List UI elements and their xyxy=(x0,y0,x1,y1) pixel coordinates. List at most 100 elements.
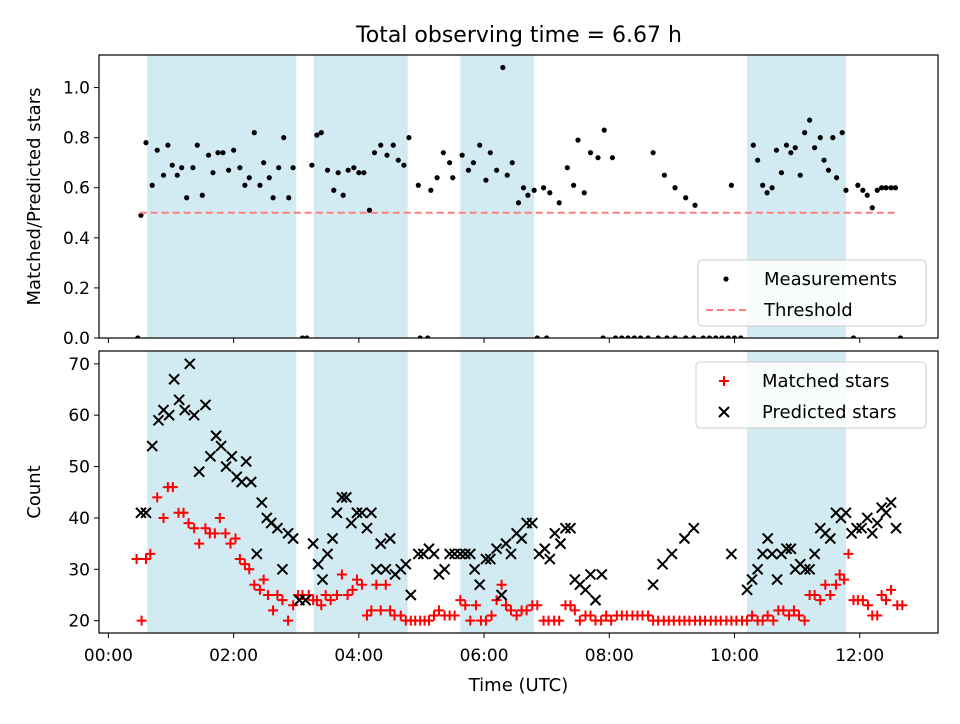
measurement-point xyxy=(179,165,185,171)
predicted-point xyxy=(741,584,753,596)
measurement-point xyxy=(331,187,337,193)
legend-predicted-swatch xyxy=(718,406,730,418)
measurement-point xyxy=(825,167,832,173)
predicted-point xyxy=(245,476,257,488)
measurement-point xyxy=(231,147,237,153)
measurement-point xyxy=(290,165,296,171)
matched-point xyxy=(220,528,231,539)
predicted-point xyxy=(756,548,769,560)
measurement-point xyxy=(575,137,581,143)
measurement-point xyxy=(531,187,537,193)
matched-point xyxy=(480,615,491,626)
matched-point xyxy=(375,605,386,616)
measurement-point xyxy=(860,187,866,193)
measurement-point xyxy=(415,182,421,188)
measurement-point xyxy=(434,175,440,181)
measurement-point xyxy=(637,335,644,338)
predicted-point xyxy=(861,512,873,524)
predicted-point xyxy=(251,548,263,560)
predicted-point xyxy=(356,507,368,519)
matched-point xyxy=(820,579,831,590)
matched-point xyxy=(843,548,854,559)
matched-point xyxy=(532,600,543,611)
measurement-point xyxy=(361,170,367,176)
matched-point xyxy=(189,523,200,534)
measurement-point xyxy=(428,187,434,193)
measurement-point xyxy=(270,195,276,201)
matched-point xyxy=(325,595,336,606)
measurement-point xyxy=(731,335,738,338)
predicted-point xyxy=(365,507,378,519)
measurement-point xyxy=(601,127,607,133)
measurement-point xyxy=(340,192,346,198)
measurement-point xyxy=(154,147,160,153)
measurement-point xyxy=(655,335,661,338)
predicted-point xyxy=(780,543,793,555)
predicted-point xyxy=(490,543,503,555)
measurement-point xyxy=(750,142,756,148)
measurement-point xyxy=(587,150,594,156)
measurement-point xyxy=(769,185,775,191)
legend-box xyxy=(697,259,927,327)
plot-area xyxy=(131,358,908,626)
predicted-point xyxy=(746,573,758,586)
matched-point xyxy=(258,574,269,585)
predicted-point xyxy=(345,517,358,529)
predicted-point xyxy=(850,522,863,534)
measurement-point xyxy=(843,187,849,193)
matched-point xyxy=(465,615,476,626)
matched-point xyxy=(283,615,294,626)
matched-point xyxy=(152,492,163,503)
predicted-point xyxy=(331,507,343,519)
predicted-point xyxy=(405,589,417,601)
x-tick-label: 06:00 xyxy=(460,646,509,666)
predicted-point xyxy=(210,430,222,442)
shaded-interval-1 xyxy=(313,351,408,633)
measurement-point xyxy=(897,335,904,338)
predicted-point xyxy=(871,517,883,529)
matched-point xyxy=(234,554,245,565)
measurement-point xyxy=(691,335,697,338)
predicted-point xyxy=(688,522,700,534)
matched-point xyxy=(643,610,654,621)
y-axis-label: Count xyxy=(24,465,45,518)
matched-point xyxy=(809,589,820,600)
matched-point xyxy=(428,610,439,621)
predicted-point xyxy=(271,522,284,534)
predicted-point xyxy=(751,563,764,576)
matched-point xyxy=(194,538,205,549)
predicted-point xyxy=(351,507,363,519)
measurement-point xyxy=(760,182,766,188)
measurement-point xyxy=(335,170,341,176)
x-tick-label: 12:00 xyxy=(835,646,884,666)
matched-point xyxy=(316,600,327,611)
legend-label: Matched stars xyxy=(762,371,889,392)
predicted-point xyxy=(544,553,556,565)
predicted-point xyxy=(766,548,778,560)
y-tick-label: 50 xyxy=(68,458,90,478)
axes-frame xyxy=(98,54,939,339)
predicted-point xyxy=(505,548,517,560)
measurement-point xyxy=(261,160,267,166)
measurement-point xyxy=(812,145,818,151)
predicted-point xyxy=(579,584,592,596)
measurement-point xyxy=(266,175,272,181)
matched-point xyxy=(768,615,779,626)
predicted-point xyxy=(464,548,476,560)
measurement-point xyxy=(483,177,489,183)
measurement-point xyxy=(600,335,606,338)
measurement-point xyxy=(892,185,899,191)
predicted-point xyxy=(375,537,387,550)
measurement-point xyxy=(190,165,196,171)
predicted-point xyxy=(236,476,248,488)
measurement-point xyxy=(184,195,190,201)
matched-point xyxy=(778,605,789,616)
measurement-point xyxy=(645,335,651,338)
matched-point xyxy=(254,584,265,595)
shaded-interval-1 xyxy=(313,55,408,338)
measurement-point xyxy=(246,175,252,181)
predicted-point xyxy=(438,563,451,576)
measurement-point xyxy=(692,202,698,208)
shaded-interval-2 xyxy=(460,55,535,338)
